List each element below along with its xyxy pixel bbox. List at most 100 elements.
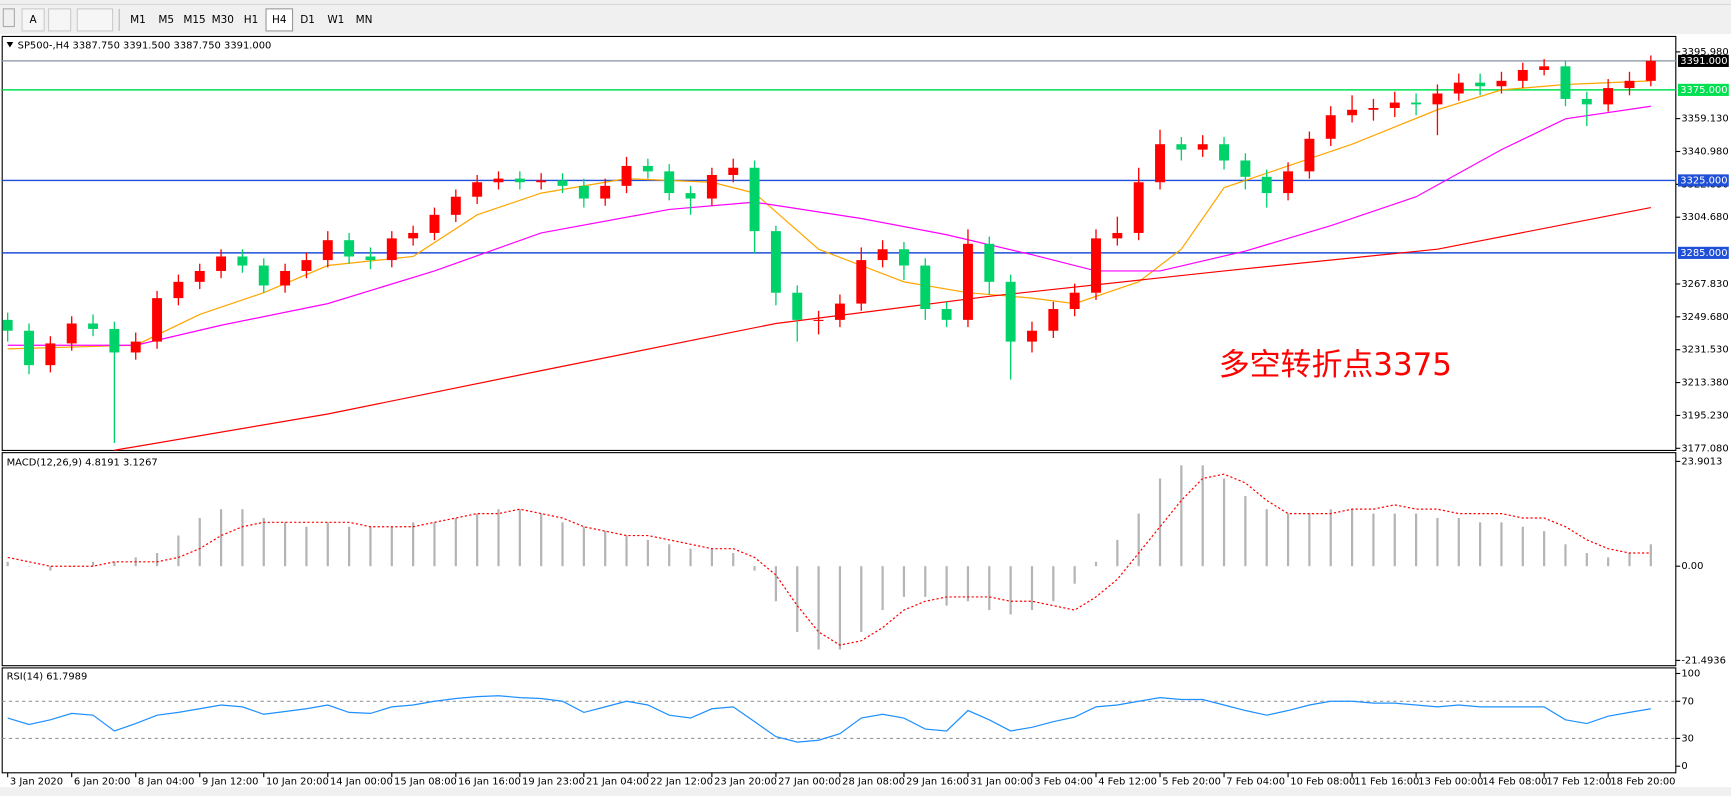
- y-tick-label: 3177.080: [1681, 443, 1728, 454]
- timeframe-button[interactable]: D1: [300, 14, 315, 26]
- macd-bar: [1137, 513, 1140, 567]
- macd-bar: [454, 517, 457, 567]
- candle-body: [856, 260, 867, 304]
- x-tick-label: 23 Jan 20:00: [714, 777, 777, 788]
- macd-bar: [1222, 478, 1226, 567]
- macd-bar: [27, 566, 31, 567]
- x-tick-label: 5 Feb 20:00: [1162, 777, 1221, 788]
- macd-bar: [369, 526, 372, 567]
- objects-tool[interactable]: [76, 8, 114, 32]
- candle-body: [1453, 82, 1464, 94]
- candle-body: [1624, 80, 1635, 89]
- macd-bar: [732, 553, 735, 567]
- panel-frame: [1, 452, 1677, 667]
- x-tick-label: 21 Jan 04:00: [586, 777, 649, 788]
- timeframe-button[interactable]: MN: [356, 14, 373, 26]
- candle-body: [1539, 66, 1550, 70]
- macd-bar: [113, 561, 116, 567]
- macd-signal: [7, 473, 1651, 646]
- x-tick-label: 18 Feb 20:00: [1610, 777, 1675, 788]
- candle-body: [194, 270, 205, 282]
- macd-bar: [6, 561, 9, 567]
- candle-body: [1240, 160, 1251, 177]
- x-tick-label: 8 Jan 04:00: [138, 777, 195, 788]
- y-tick-label: 3231.530: [1681, 345, 1728, 356]
- y-tick-label: 3267.830: [1681, 279, 1728, 290]
- x-tick-label: 6 Jan 20:00: [74, 777, 131, 788]
- timeframe-button[interactable]: M15: [183, 14, 205, 26]
- candle-body: [578, 185, 589, 199]
- macd-bar: [1585, 553, 1588, 567]
- price-level-label: 3325.000: [1680, 175, 1727, 186]
- macd-bar: [988, 566, 991, 611]
- y-tick-label: -21.4936: [1681, 655, 1726, 666]
- macd-bar: [646, 539, 649, 567]
- timeframe-button[interactable]: H4: [272, 14, 287, 26]
- price-level-tag: [1678, 246, 1729, 259]
- candle-body: [1496, 80, 1507, 87]
- macd-bar: [604, 531, 607, 567]
- timeframe-button[interactable]: W1: [327, 14, 344, 26]
- text-tool[interactable]: [48, 8, 72, 32]
- macd-bar: [1521, 526, 1524, 567]
- candle-body: [834, 303, 845, 320]
- timeframe-button[interactable]: M30: [212, 14, 234, 26]
- candle-body: [984, 243, 995, 282]
- timeframe-button[interactable]: M5: [158, 14, 174, 26]
- macd-bar: [177, 535, 180, 567]
- y-tick-label: 3395.980: [1681, 47, 1728, 58]
- macd-bar: [1009, 566, 1012, 615]
- candle-body: [920, 265, 931, 310]
- candle-body: [1133, 182, 1144, 233]
- macd-bar: [1329, 509, 1332, 567]
- macd-bar: [796, 566, 799, 632]
- candle-body: [386, 238, 397, 261]
- x-tick-label: 15 Jan 08:00: [394, 777, 457, 788]
- macd-bar: [497, 509, 500, 567]
- x-tick-label: 13 Feb 00:00: [1418, 777, 1483, 788]
- timeframe-button[interactable]: H1: [244, 14, 259, 26]
- macd-bar: [433, 522, 436, 567]
- x-tick-label: 14 Feb 08:00: [1482, 777, 1547, 788]
- macd-bar: [902, 566, 906, 597]
- macd-bar: [1180, 465, 1183, 567]
- timeframes: M1 M5 M15 M30 H1 H4 D1 W1 MN: [130, 8, 373, 32]
- candle-body: [877, 249, 888, 261]
- plot: 3395.9803359.1303340.9803322.8303304.680…: [1, 35, 1729, 788]
- macd-bar: [1393, 513, 1396, 567]
- candle-body: [24, 330, 34, 366]
- x-tick-label: 10 Feb 08:00: [1290, 777, 1355, 788]
- candle-body: [685, 193, 696, 199]
- candle-body: [1368, 107, 1379, 110]
- macd-bar: [966, 566, 970, 602]
- y-tick-label: 30: [1681, 733, 1694, 744]
- y-tick-label: 3359.130: [1681, 114, 1728, 125]
- candle-body: [770, 231, 781, 293]
- candle-body: [792, 292, 803, 320]
- macd-bar: [1265, 509, 1268, 567]
- macd-bar: [262, 517, 265, 567]
- candle-body: [706, 174, 717, 199]
- macd-bar: [924, 566, 927, 597]
- macd-bar: [412, 522, 415, 567]
- candle-body: [1325, 115, 1336, 139]
- candle-body: [941, 309, 952, 320]
- macd-bar: [390, 526, 393, 567]
- candle-body: [1027, 330, 1037, 342]
- candle-body: [1603, 88, 1614, 105]
- y-tick-label: 3249.680: [1681, 312, 1728, 323]
- x-tick-label: 17 Feb 12:00: [1546, 777, 1611, 788]
- candle-body: [1112, 232, 1123, 239]
- macd-bar: [1158, 478, 1162, 567]
- macd-bar: [1052, 566, 1055, 602]
- candle-body: [1432, 93, 1443, 105]
- font-button[interactable]: [21, 8, 45, 32]
- candle-body: [216, 256, 227, 271]
- candle-body: [1283, 171, 1294, 194]
- macd-bar: [518, 509, 521, 567]
- candle-body: [962, 243, 973, 320]
- candle-body: [1411, 102, 1422, 105]
- x-tick-label: 22 Jan 12:00: [650, 777, 713, 788]
- timeframe-button[interactable]: M1: [130, 14, 146, 26]
